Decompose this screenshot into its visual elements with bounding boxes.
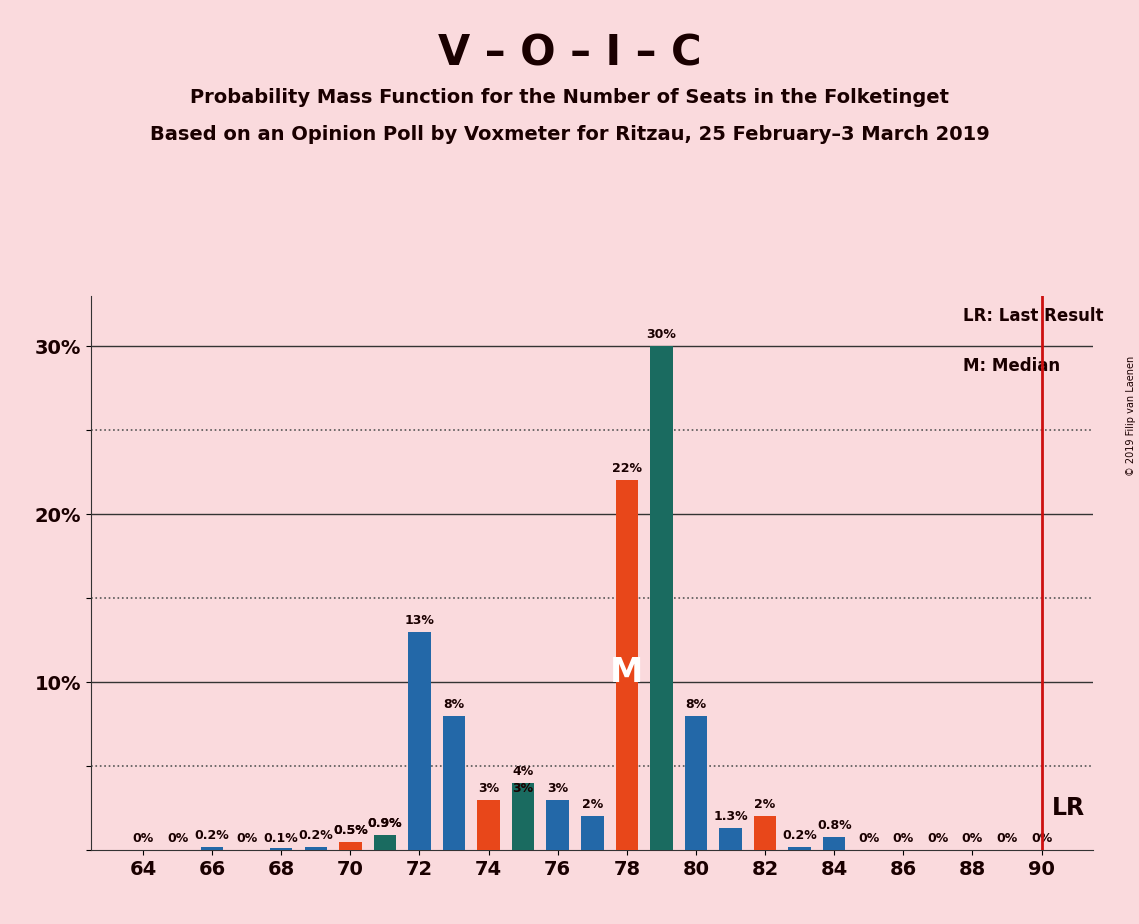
Text: LR: LR	[1052, 796, 1085, 821]
Bar	[823, 836, 845, 850]
Bar	[443, 716, 465, 850]
Text: 0%: 0%	[132, 832, 154, 845]
Bar	[270, 848, 293, 850]
Bar	[511, 783, 534, 850]
Text: 2%: 2%	[582, 798, 603, 811]
Text: 0.2%: 0.2%	[195, 829, 229, 842]
Bar	[374, 835, 396, 850]
Text: 0%: 0%	[893, 832, 913, 845]
Bar	[304, 846, 327, 850]
Bar	[615, 480, 638, 850]
Text: 0.8%: 0.8%	[817, 819, 852, 832]
Bar	[720, 828, 741, 850]
Text: 3%: 3%	[547, 782, 568, 795]
Bar	[754, 817, 777, 850]
Text: 0%: 0%	[961, 832, 983, 845]
Bar	[685, 716, 707, 850]
Text: 3%: 3%	[513, 782, 534, 795]
Text: 22%: 22%	[612, 462, 642, 476]
Bar	[339, 842, 361, 850]
Bar	[200, 846, 223, 850]
Bar	[581, 817, 604, 850]
Text: 0%: 0%	[997, 832, 1017, 845]
Text: LR: Last Result: LR: Last Result	[964, 307, 1104, 324]
Text: 0%: 0%	[858, 832, 879, 845]
Bar	[547, 799, 570, 850]
Text: 4%: 4%	[513, 765, 534, 778]
Text: Based on an Opinion Poll by Voxmeter for Ritzau, 25 February–3 March 2019: Based on an Opinion Poll by Voxmeter for…	[149, 125, 990, 144]
Text: 0.2%: 0.2%	[782, 829, 817, 842]
Bar	[408, 632, 431, 850]
Text: 0.2%: 0.2%	[298, 829, 333, 842]
Text: 2%: 2%	[754, 798, 776, 811]
Text: V – O – I – C: V – O – I – C	[437, 32, 702, 74]
Text: © 2019 Filip van Laenen: © 2019 Filip van Laenen	[1126, 356, 1136, 476]
Text: 30%: 30%	[647, 328, 677, 341]
Text: 0%: 0%	[927, 832, 949, 845]
Text: M: Median: M: Median	[964, 357, 1060, 374]
Text: Probability Mass Function for the Number of Seats in the Folketinget: Probability Mass Function for the Number…	[190, 88, 949, 107]
Bar	[788, 846, 811, 850]
Bar	[477, 799, 500, 850]
Text: 0.5%: 0.5%	[333, 823, 368, 836]
Text: 0.9%: 0.9%	[368, 817, 402, 830]
Bar	[511, 799, 534, 850]
Text: 0.5%: 0.5%	[333, 823, 368, 836]
Bar	[339, 842, 361, 850]
Text: M: M	[611, 656, 644, 689]
Text: 8%: 8%	[686, 698, 706, 711]
Bar	[650, 346, 673, 850]
Text: 8%: 8%	[443, 698, 465, 711]
Text: 0%: 0%	[167, 832, 188, 845]
Text: 0.9%: 0.9%	[368, 817, 402, 830]
Text: 1.3%: 1.3%	[713, 810, 748, 823]
Text: 3%: 3%	[478, 782, 499, 795]
Text: 0%: 0%	[1031, 832, 1052, 845]
Text: 13%: 13%	[404, 614, 434, 626]
Text: 0%: 0%	[236, 832, 257, 845]
Text: 0.1%: 0.1%	[264, 832, 298, 845]
Bar	[374, 835, 396, 850]
